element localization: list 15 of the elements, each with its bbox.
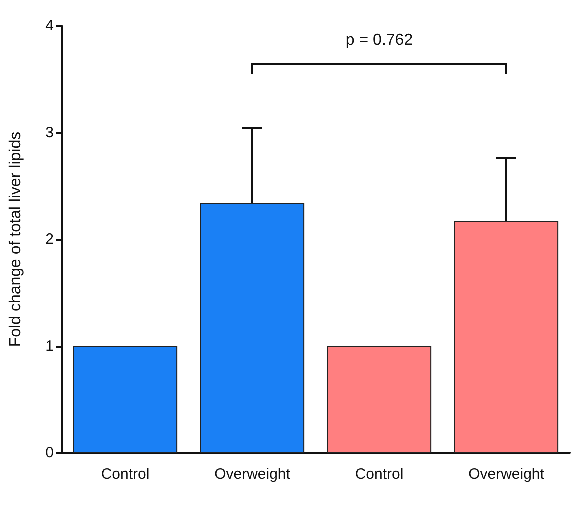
bar: [73, 346, 178, 453]
x-tick-label: Control: [101, 466, 150, 483]
bar: [327, 346, 432, 453]
y-axis-title: Fold change of total liver lipids: [8, 132, 24, 348]
bar: [200, 203, 305, 453]
annotation: p = 0.762: [346, 32, 414, 50]
bar: [454, 221, 559, 453]
x-tick-label: Overweight: [468, 466, 546, 483]
x-tick-label: Overweight: [214, 466, 292, 483]
x-tick-label: Control: [355, 466, 404, 483]
y-tick-label: 4: [46, 18, 54, 34]
y-tick-label: 3: [46, 124, 54, 142]
y-tick-label: 0: [46, 444, 54, 462]
y-tick-label: 2: [46, 231, 54, 248]
y-tick-label: 1: [46, 338, 54, 355]
